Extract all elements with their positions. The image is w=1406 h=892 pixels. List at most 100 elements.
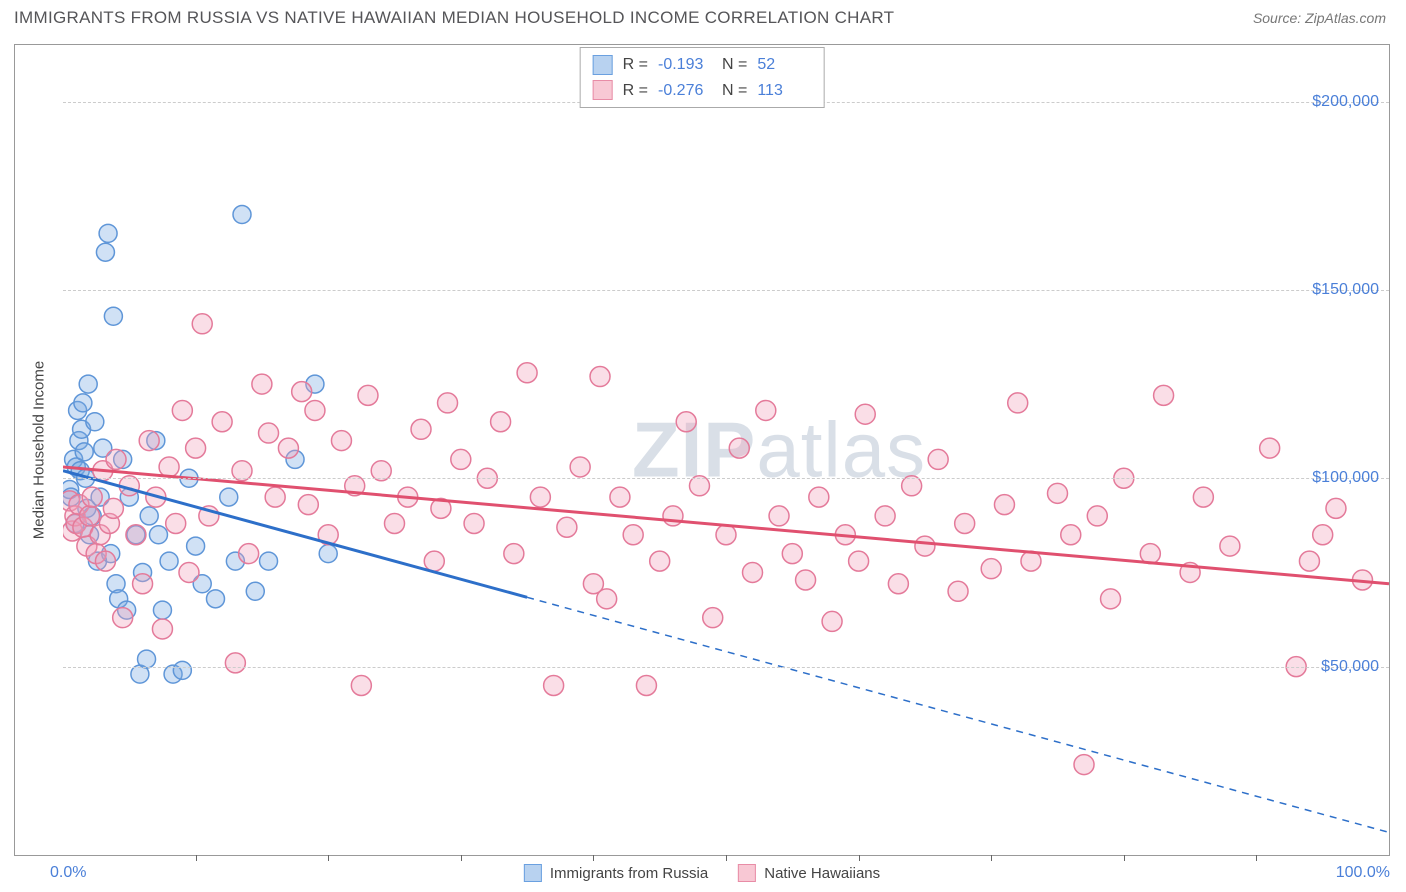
data-point — [252, 374, 272, 394]
data-point — [875, 506, 895, 526]
data-point — [1154, 385, 1174, 405]
y-axis-label: Median Household Income — [31, 361, 48, 539]
plot-area: ZIPatlas $50,000$100,000$150,000$200,000 — [63, 45, 1389, 855]
data-point — [590, 367, 610, 387]
data-point — [994, 495, 1014, 515]
data-point — [75, 443, 93, 461]
grid-line — [63, 478, 1389, 479]
stats-row: R =-0.193N =52 — [593, 52, 812, 78]
data-point — [849, 551, 869, 571]
data-point — [1048, 483, 1068, 503]
data-point — [716, 525, 736, 545]
x-axis-bar: 0.0% Immigrants from RussiaNative Hawaii… — [14, 858, 1390, 888]
data-point — [278, 438, 298, 458]
data-point — [239, 544, 259, 564]
data-point — [822, 611, 842, 631]
data-point — [955, 513, 975, 533]
data-point — [623, 525, 643, 545]
legend-swatch — [524, 864, 542, 882]
data-point — [179, 562, 199, 582]
data-point — [981, 559, 1001, 579]
data-point — [636, 675, 656, 695]
data-point — [172, 400, 192, 420]
data-point — [106, 449, 126, 469]
data-point — [703, 608, 723, 628]
data-point — [948, 581, 968, 601]
data-point — [504, 544, 524, 564]
legend-item: Immigrants from Russia — [524, 864, 708, 882]
data-point — [139, 431, 159, 451]
data-point — [99, 224, 117, 242]
data-point — [192, 314, 212, 334]
data-point — [1101, 589, 1121, 609]
data-point — [153, 601, 171, 619]
data-point — [411, 419, 431, 439]
data-point — [187, 537, 205, 555]
data-point — [809, 487, 829, 507]
data-point — [319, 545, 337, 563]
bottom-legend: Immigrants from Russia Native Hawaiians — [524, 864, 880, 882]
data-point — [1260, 438, 1280, 458]
data-point — [1299, 551, 1319, 571]
data-point — [103, 498, 123, 518]
data-point — [138, 650, 156, 668]
y-tick-label: $200,000 — [1312, 93, 1379, 111]
data-point — [928, 449, 948, 469]
data-point — [186, 438, 206, 458]
y-tick-label: $150,000 — [1312, 281, 1379, 299]
r-value: -0.193 — [658, 52, 712, 78]
data-point — [233, 206, 251, 224]
data-point — [298, 495, 318, 515]
data-point — [438, 393, 458, 413]
chart-title: IMMIGRANTS FROM RUSSIA VS NATIVE HAWAIIA… — [14, 8, 894, 28]
data-point — [133, 574, 153, 594]
data-point — [206, 590, 224, 608]
data-point — [385, 513, 405, 533]
data-point — [769, 506, 789, 526]
n-label: N = — [722, 78, 747, 104]
data-point — [104, 307, 122, 325]
data-point — [517, 363, 537, 383]
data-point — [246, 582, 264, 600]
data-point — [149, 526, 167, 544]
data-point — [265, 487, 285, 507]
grid-line — [63, 290, 1389, 291]
data-point — [113, 608, 133, 628]
data-point — [166, 513, 186, 533]
data-point — [82, 487, 102, 507]
data-point — [729, 438, 749, 458]
legend-label: Immigrants from Russia — [550, 865, 708, 882]
y-tick-label: $50,000 — [1321, 658, 1379, 676]
data-point — [80, 506, 100, 526]
chart-container: Median Household Income ZIPatlas $50,000… — [14, 44, 1390, 856]
data-point — [1193, 487, 1213, 507]
data-point — [1313, 525, 1333, 545]
r-label: R = — [623, 78, 648, 104]
data-point — [86, 413, 104, 431]
data-point — [663, 506, 683, 526]
legend-item: Native Hawaiians — [738, 864, 880, 882]
data-point — [530, 487, 550, 507]
data-point — [225, 653, 245, 673]
data-point — [464, 513, 484, 533]
r-value: -0.276 — [658, 78, 712, 104]
data-point — [331, 431, 351, 451]
data-point — [1326, 498, 1346, 518]
data-point — [676, 412, 696, 432]
data-point — [557, 517, 577, 537]
legend-swatch — [593, 55, 613, 75]
data-point — [212, 412, 232, 432]
data-point — [756, 400, 776, 420]
data-point — [351, 675, 371, 695]
y-tick-label: $100,000 — [1312, 469, 1379, 487]
data-point — [1220, 536, 1240, 556]
data-point — [1074, 755, 1094, 775]
grid-line — [63, 667, 1389, 668]
data-point — [597, 589, 617, 609]
data-point — [1087, 506, 1107, 526]
data-point — [424, 551, 444, 571]
title-bar: IMMIGRANTS FROM RUSSIA VS NATIVE HAWAIIA… — [0, 0, 1406, 34]
data-point — [126, 525, 146, 545]
data-point — [915, 536, 935, 556]
stats-row: R =-0.276N =113 — [593, 78, 812, 104]
